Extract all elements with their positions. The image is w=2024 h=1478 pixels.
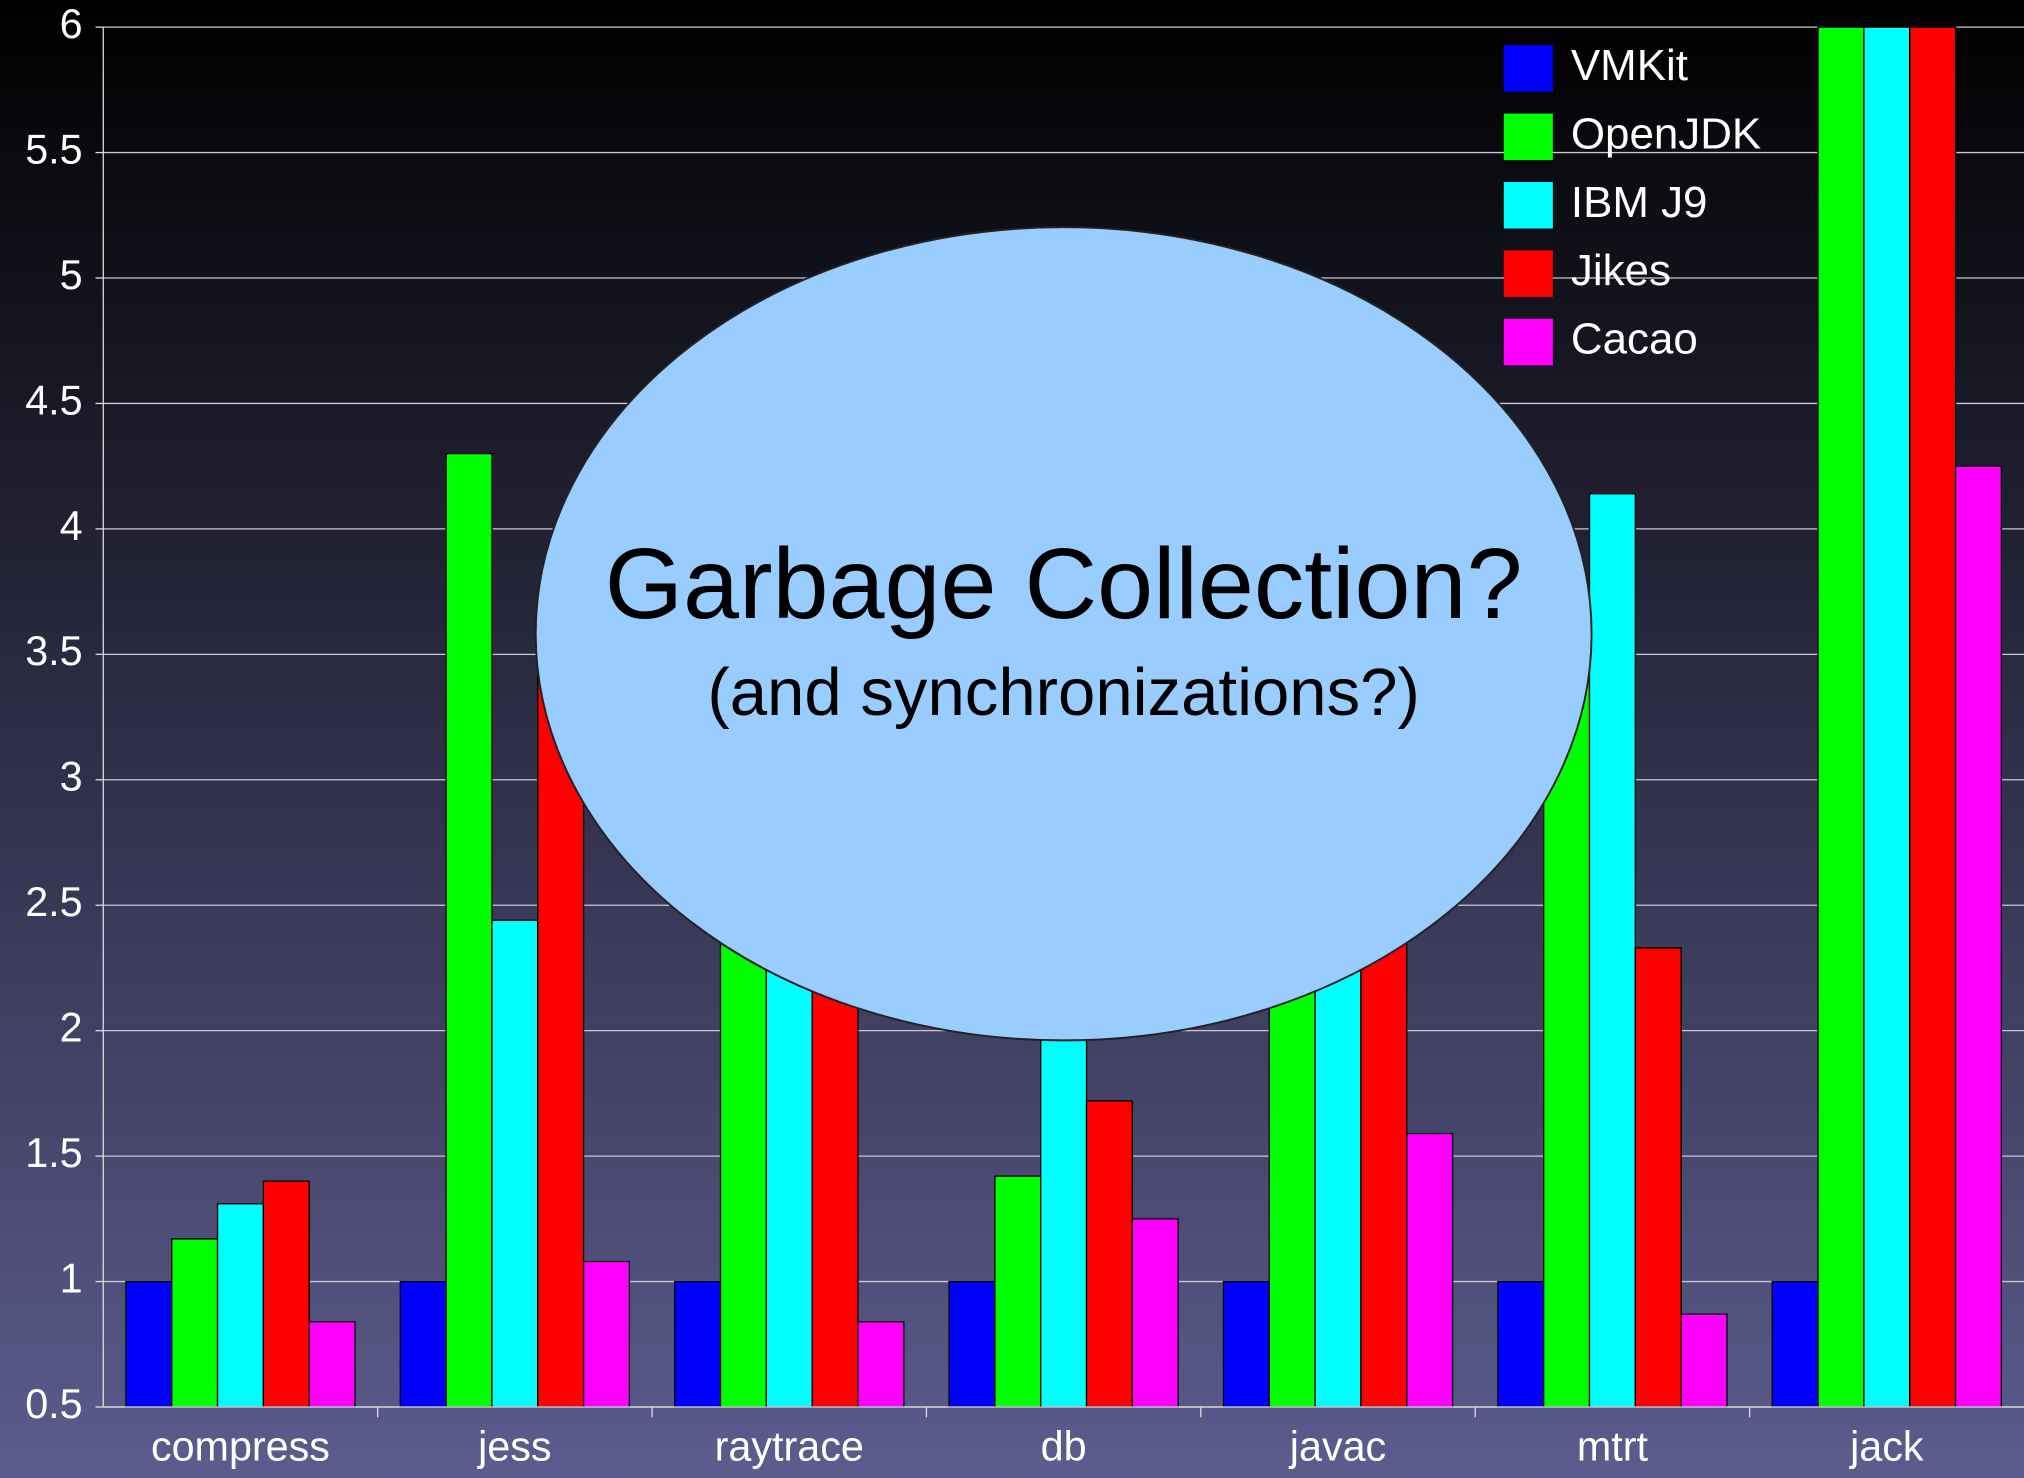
y-tick-label: 1.5 <box>25 1130 82 1176</box>
bar <box>1863 26 1911 1408</box>
y-tick-label: 4 <box>60 503 83 549</box>
bar <box>1771 1280 1819 1408</box>
bar <box>674 1280 722 1408</box>
x-tick-label: raytrace <box>715 1424 864 1470</box>
y-tick-label: 5 <box>60 252 83 298</box>
bar <box>1222 1280 1270 1408</box>
bar <box>994 1175 1042 1408</box>
y-tick-label: 1 <box>60 1255 83 1301</box>
x-tick-label: jack <box>1848 1424 1924 1470</box>
bar <box>445 452 493 1408</box>
legend-label: OpenJDK <box>1571 109 1761 158</box>
x-tick-label: jess <box>476 1424 551 1470</box>
y-tick-label: 2.5 <box>25 879 82 925</box>
bar <box>399 1280 447 1408</box>
bar <box>582 1260 631 1408</box>
legend-swatch <box>1503 182 1553 229</box>
y-tick-label: 4.5 <box>25 377 82 423</box>
bar <box>171 1238 219 1408</box>
bar <box>491 919 539 1408</box>
callout-ellipse <box>534 226 1593 1042</box>
bar <box>948 1280 996 1408</box>
bar <box>125 1280 173 1408</box>
bar <box>1680 1313 1728 1408</box>
y-tick-label: 3 <box>60 754 83 800</box>
x-tick-label: db <box>1041 1424 1087 1470</box>
bar <box>262 1180 310 1408</box>
y-tick-label: 2 <box>60 1005 83 1051</box>
bar <box>1406 1132 1454 1408</box>
bar <box>1085 1100 1134 1408</box>
bar <box>1040 1004 1088 1408</box>
bar <box>1634 947 1682 1408</box>
bar <box>857 1321 905 1408</box>
legend-swatch <box>1503 113 1553 161</box>
legend-swatch <box>1503 250 1553 297</box>
y-tick-label: 6 <box>60 1 83 47</box>
bar <box>719 904 767 1408</box>
legend-label: VMKit <box>1571 41 1688 90</box>
x-tick-label: javac <box>1288 1424 1386 1470</box>
bar <box>308 1321 356 1408</box>
legend-swatch <box>1503 318 1553 366</box>
legend-swatch <box>1503 45 1553 92</box>
callout-title: Garbage Collection? <box>605 528 1523 640</box>
bar <box>1131 1218 1179 1408</box>
bar <box>765 954 813 1408</box>
y-tick-label: 0.5 <box>25 1381 82 1427</box>
bar <box>1909 26 1957 1408</box>
callout-subtitle: (and synchronizations?) <box>707 655 1419 730</box>
bar <box>1268 954 1316 1408</box>
y-tick-label: 3.5 <box>25 628 82 674</box>
bar <box>1497 1280 1545 1408</box>
y-tick-label: 5.5 <box>25 126 82 172</box>
legend-label: Jikes <box>1571 246 1671 295</box>
bar <box>1954 465 2003 1408</box>
bar <box>1314 929 1362 1408</box>
bar <box>811 979 859 1408</box>
legend-label: IBM J9 <box>1571 178 1708 227</box>
bar <box>1817 26 1865 1408</box>
bar <box>216 1203 265 1408</box>
x-tick-label: mtrt <box>1577 1424 1649 1470</box>
bar <box>1588 493 1636 1408</box>
legend-label: Cacao <box>1571 315 1698 364</box>
x-tick-label: compress <box>151 1424 330 1470</box>
